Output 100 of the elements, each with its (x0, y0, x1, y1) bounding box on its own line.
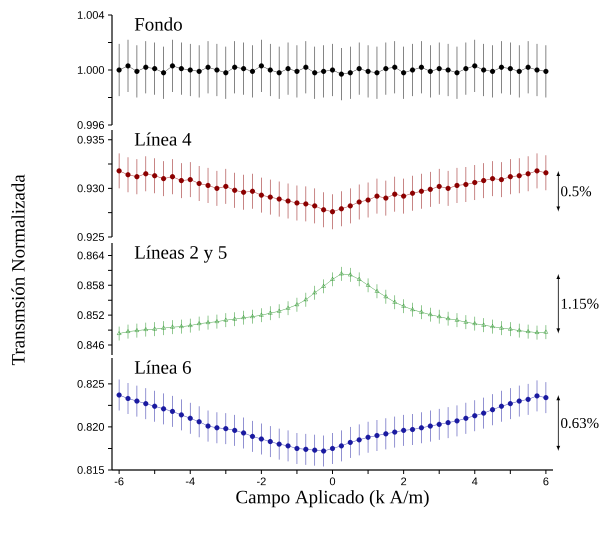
point (321, 448, 326, 454)
point (214, 67, 220, 73)
point (125, 172, 131, 178)
point (196, 68, 202, 74)
point (126, 329, 130, 333)
point (134, 68, 140, 74)
point (516, 398, 522, 404)
point (374, 70, 380, 76)
x-tick-label: 6 (543, 478, 548, 486)
point (516, 68, 522, 74)
y-tick-label: 0.925 (77, 233, 104, 241)
point (214, 425, 220, 430)
point (401, 194, 406, 199)
point (374, 288, 380, 293)
point (516, 173, 522, 178)
x-tick-label: -6 (114, 478, 124, 486)
point (508, 401, 513, 406)
point (224, 318, 228, 322)
point (160, 176, 166, 182)
point (490, 176, 496, 182)
point (259, 312, 264, 317)
point (543, 68, 548, 74)
point (330, 446, 336, 452)
point (374, 194, 380, 199)
point (188, 67, 193, 73)
y-axis-title: Transmsión Normalizada (11, 174, 25, 366)
point (410, 190, 416, 196)
point (250, 68, 256, 74)
point (543, 395, 548, 400)
point (339, 271, 344, 276)
point (526, 329, 530, 333)
point (508, 326, 513, 331)
point (463, 416, 468, 421)
point (321, 68, 326, 74)
point (116, 392, 122, 398)
point (268, 67, 273, 73)
point (392, 429, 398, 435)
chart-title: Fondo (134, 17, 182, 31)
point (240, 66, 246, 72)
point (214, 186, 220, 191)
point (134, 328, 140, 332)
point (481, 178, 486, 184)
point (356, 437, 362, 442)
point (472, 321, 478, 326)
point (401, 428, 406, 433)
point (294, 446, 300, 452)
point (268, 194, 273, 200)
point (401, 70, 406, 76)
text: 0.63% (561, 418, 599, 428)
point (348, 440, 353, 446)
point (125, 396, 131, 402)
point (338, 443, 344, 448)
chart-title: Línea 4 (134, 132, 192, 146)
point (258, 63, 264, 68)
point (374, 432, 380, 438)
y-tick-label: 0.846 (77, 341, 104, 349)
y-tick-label: 0.825 (77, 380, 104, 388)
point (160, 406, 166, 412)
point (178, 66, 184, 72)
point (366, 282, 370, 287)
point (464, 320, 468, 324)
x-tick-label: -4 (186, 478, 195, 486)
point (445, 67, 451, 73)
x-tick-label: 0 (330, 478, 336, 486)
point (419, 310, 424, 314)
point (250, 434, 256, 439)
point (285, 198, 291, 204)
point (312, 290, 317, 294)
point (498, 64, 504, 70)
point (205, 182, 211, 188)
point (383, 195, 388, 201)
point (152, 326, 157, 331)
point (116, 67, 122, 73)
y-tick-label: 0.852 (77, 311, 104, 320)
point (498, 404, 504, 409)
y-tick-label: 0.935 (77, 136, 104, 144)
point (365, 68, 371, 74)
point (134, 398, 140, 404)
point (170, 174, 176, 180)
point (144, 327, 148, 332)
text: 0.5% (561, 186, 592, 196)
point (454, 182, 460, 188)
point (232, 428, 238, 433)
point (205, 64, 211, 70)
point (321, 284, 326, 288)
point (508, 66, 513, 72)
point (250, 314, 255, 318)
point (232, 316, 237, 321)
y-tick-label: 0.864 (77, 252, 104, 260)
point (294, 302, 300, 306)
point (436, 422, 442, 427)
point (223, 426, 228, 432)
point (436, 66, 442, 72)
point (543, 170, 548, 176)
point (223, 70, 228, 76)
y-tick-label: 0.820 (77, 423, 104, 431)
point (534, 168, 540, 174)
point (418, 188, 424, 194)
point (463, 66, 468, 72)
point (410, 67, 416, 73)
